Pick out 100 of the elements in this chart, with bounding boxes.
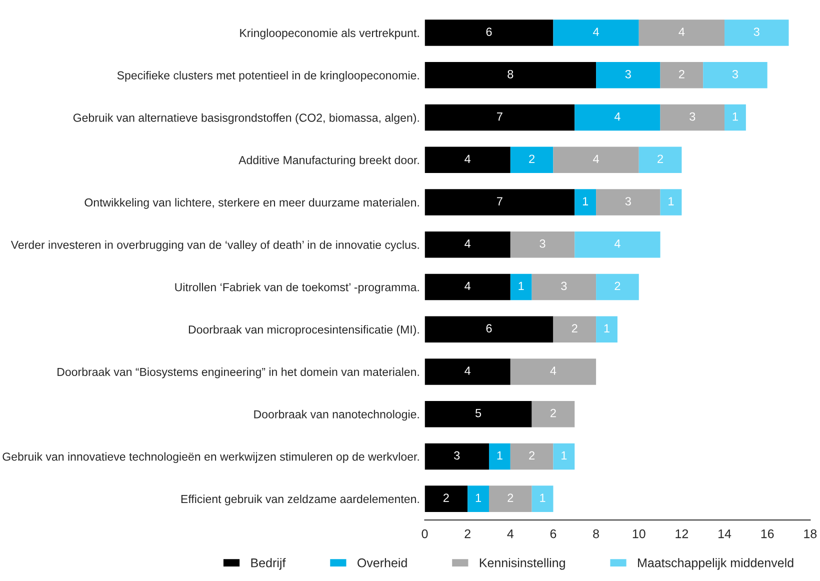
bar <box>574 104 660 131</box>
bar <box>638 146 682 174</box>
data-label: 1 <box>582 197 588 206</box>
y-tick-label: Gebruik van innovatieve technologieën en werkwijzen stimuleren op de werkvloer. <box>2 452 419 464</box>
legend-label: Maatschappelijk middenveld <box>638 558 794 570</box>
data-label: 7 <box>497 112 502 121</box>
bar <box>424 104 575 131</box>
bar <box>510 146 554 174</box>
bar <box>596 62 660 88</box>
x-tick-label: 12 <box>676 529 688 538</box>
data-label: 2 <box>658 154 663 163</box>
bar <box>638 20 725 46</box>
data-label: 1 <box>668 197 674 206</box>
data-label: 4 <box>464 240 471 248</box>
y-tick-label: Doorbraak van nanotechnologie. <box>254 410 419 421</box>
bar <box>532 400 575 428</box>
data-label: 3 <box>754 28 760 36</box>
data-label: 4 <box>464 366 471 375</box>
data-label: 2 <box>614 282 620 290</box>
data-label: 1 <box>732 112 738 121</box>
x-tick-label: 4 <box>507 529 514 538</box>
data-label: 2 <box>529 154 535 163</box>
data-label: 1 <box>604 324 610 332</box>
data-label: 3 <box>454 451 460 460</box>
bar <box>660 189 682 216</box>
data-label: 2 <box>529 451 535 460</box>
data-label: 4 <box>550 366 556 375</box>
data-label: 6 <box>486 28 492 36</box>
data-label: 2 <box>550 408 556 418</box>
y-tick-label: Verder investeren in overbrugging van de ‘valley of death’ in de innovatie cyclus. <box>10 240 419 252</box>
bar <box>724 104 746 131</box>
legend-label: Bedrijf <box>251 558 286 570</box>
x-tick-label: 18 <box>804 529 817 538</box>
bar <box>488 443 510 470</box>
data-label: 3 <box>732 70 738 78</box>
legend-label: Overheid <box>358 558 407 568</box>
data-label: 2 <box>679 70 684 78</box>
data-label: 3 <box>625 70 631 78</box>
bar <box>596 316 618 342</box>
bar <box>574 231 660 258</box>
x-tick-label: 14 <box>718 529 732 538</box>
bar <box>424 231 510 258</box>
bar <box>660 62 704 88</box>
bar <box>596 189 660 216</box>
y-tick-label: Ontwikkeling van lichtere, sterkere en meer duurzame materialen. <box>84 198 419 209</box>
data-label: 5 <box>475 409 482 418</box>
bar <box>532 486 554 512</box>
bar <box>574 189 596 216</box>
y-tick-label: Gebruik van alternatieve basisgrondstoffen (CO2, biomassa, algen). <box>73 113 419 124</box>
data-label: 3 <box>625 197 631 206</box>
data-label: 3 <box>540 239 546 248</box>
bar <box>532 274 596 300</box>
x-tick-label: 8 <box>593 529 599 538</box>
data-label: 4 <box>614 112 620 121</box>
x-tick-label: 2 <box>464 529 470 538</box>
bar <box>510 231 575 258</box>
data-label: 3 <box>690 112 696 121</box>
data-label: 4 <box>593 28 599 36</box>
bar <box>424 146 510 174</box>
data-label: 1 <box>562 451 567 460</box>
legend-label: Kennisinstelling <box>480 558 565 570</box>
y-tick-label: Uitrollen ‘Fabriek van de toekomst’ -programma. <box>175 282 419 294</box>
bar <box>424 274 510 300</box>
y-tick-label: Kringloopeconomie als vertrekpunt. <box>240 28 419 40</box>
y-tick-label: Specifieke clusters met potentieel in de kringloopeconomie. <box>117 70 419 82</box>
bar <box>424 316 554 342</box>
bar <box>660 104 725 131</box>
x-tick-label: 16 <box>761 529 774 538</box>
data-label: 4 <box>593 154 599 163</box>
bar <box>424 189 575 216</box>
data-label: 2 <box>572 324 578 332</box>
bar <box>553 316 596 342</box>
bar <box>724 20 789 46</box>
y-tick-label: Additive Manufacturing breekt door. <box>238 156 419 166</box>
data-label: 4 <box>614 240 620 248</box>
bar <box>424 443 489 470</box>
bar <box>510 443 554 470</box>
y-tick-label: Doorbraak van microprocesintensificatie (MI). <box>188 325 419 336</box>
bar <box>468 486 489 512</box>
x-tick-label: 0 <box>422 529 428 538</box>
bar <box>510 274 532 300</box>
data-label: 2 <box>443 494 449 502</box>
bar <box>553 20 639 46</box>
bar <box>703 62 768 88</box>
bar <box>424 358 510 385</box>
data-label: 8 <box>508 70 514 78</box>
x-tick-label: 6 <box>550 529 556 538</box>
bar <box>424 400 532 428</box>
y-tick-label: Efficient gebruik van zeldzame aardelementen. <box>181 494 419 506</box>
y-tick-label: Doorbraak van “Biosystems engineering” in het domein van materialen. <box>58 368 419 378</box>
x-tick-label: 10 <box>632 529 646 538</box>
data-label: 1 <box>497 451 502 460</box>
bar <box>424 20 554 46</box>
bar <box>553 146 639 174</box>
data-label: 1 <box>540 494 546 502</box>
data-label: 7 <box>497 197 502 206</box>
bar <box>424 62 596 88</box>
data-label: 1 <box>518 282 524 290</box>
data-label: 6 <box>486 324 492 333</box>
bar <box>424 486 468 512</box>
